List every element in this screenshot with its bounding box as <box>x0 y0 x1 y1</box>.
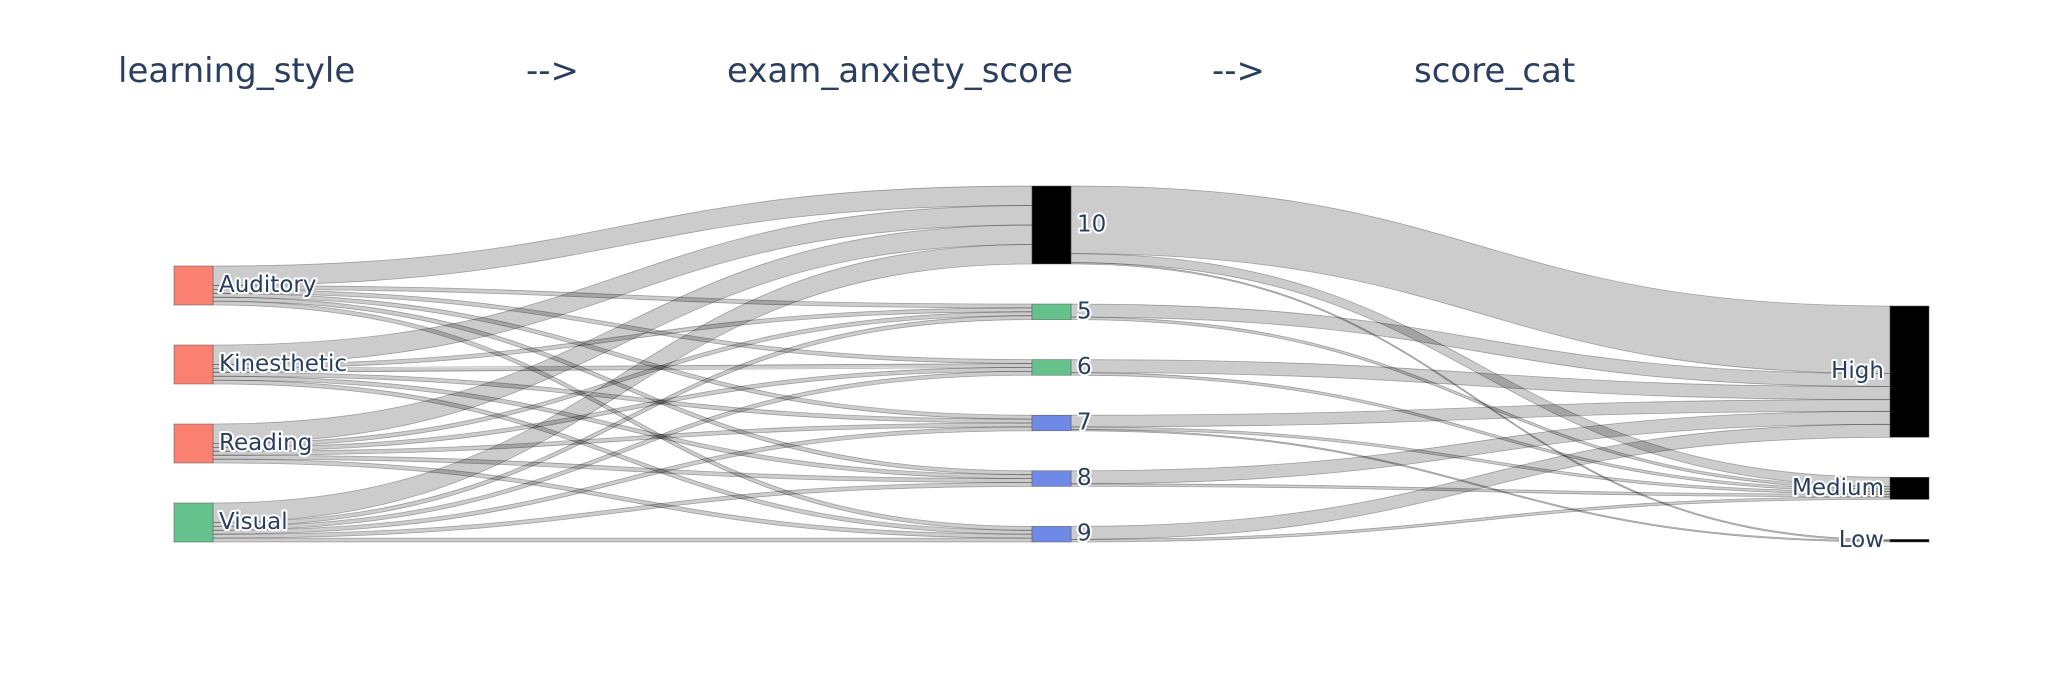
node-label: Visual <box>219 509 288 535</box>
column-header: --> <box>1212 51 1265 91</box>
node-label: 5 <box>1077 298 1092 324</box>
node <box>1889 477 1930 500</box>
node <box>1031 526 1072 543</box>
node-label: Kinesthetic <box>219 351 347 377</box>
column-header: score_cat <box>1414 51 1575 91</box>
node <box>173 502 214 543</box>
node <box>1031 470 1072 487</box>
node <box>1889 539 1930 543</box>
node-label: 7 <box>1077 410 1092 436</box>
node-label: 8 <box>1077 465 1092 491</box>
node <box>1031 359 1072 376</box>
node <box>1031 303 1072 320</box>
node-label: Medium <box>1792 475 1884 501</box>
column-header: learning_style <box>118 51 355 91</box>
node <box>173 344 214 385</box>
node-label: 6 <box>1077 354 1092 380</box>
node-label: Low <box>1839 527 1884 553</box>
node-label: High <box>1831 358 1884 384</box>
node-label: 9 <box>1077 521 1092 547</box>
column-header: --> <box>526 51 579 91</box>
labels: Auditory Kinesthetic Reading Visual 10 5 6 7 8 9 H… <box>217 210 1886 556</box>
node <box>1031 185 1072 265</box>
column-header: exam_anxiety_score <box>727 51 1073 91</box>
node-label: Auditory <box>219 272 316 298</box>
node-label: 10 <box>1077 212 1106 238</box>
node <box>173 423 214 464</box>
node-label: Reading <box>219 430 312 456</box>
link <box>212 537 1033 543</box>
node <box>173 265 214 306</box>
links <box>212 185 1891 543</box>
node <box>1031 414 1072 432</box>
nodes <box>173 185 1930 543</box>
node <box>1889 305 1930 438</box>
